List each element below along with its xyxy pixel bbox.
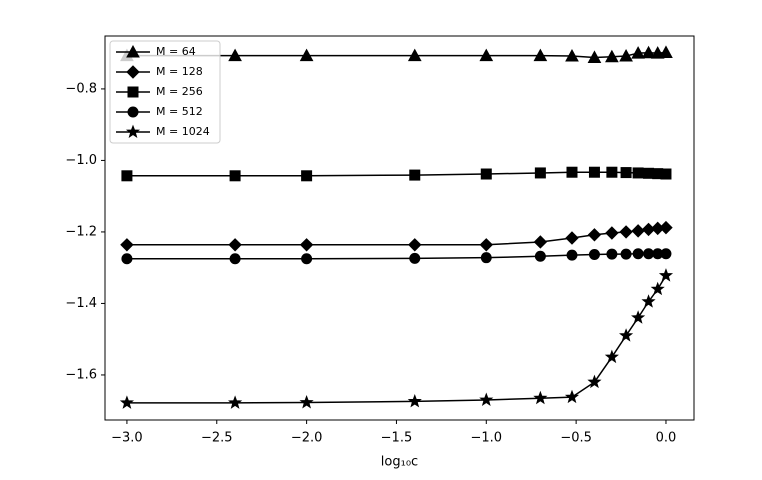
legend-marker: [125, 124, 141, 139]
marker: [660, 168, 672, 180]
marker: [565, 48, 579, 62]
marker: [660, 248, 672, 260]
marker: [534, 250, 546, 262]
marker: [619, 48, 633, 62]
x-tick-label: 0.0: [656, 431, 677, 446]
marker: [229, 170, 241, 182]
legend-marker: [126, 44, 140, 58]
x-axis-label: log₁₀c: [381, 455, 418, 470]
legend-marker: [126, 65, 140, 79]
marker: [229, 253, 241, 265]
series-line: [126, 226, 667, 246]
marker: [566, 249, 578, 261]
marker: [641, 45, 656, 59]
marker: [643, 248, 655, 260]
legend-label: M = 128: [156, 65, 203, 78]
legend-label: M = 256: [156, 85, 203, 98]
series-line: [126, 171, 667, 177]
marker: [641, 294, 656, 308]
x-tick-label: −2.5: [201, 431, 233, 446]
marker: [480, 168, 492, 180]
marker: [409, 252, 421, 264]
marker: [534, 167, 546, 179]
y-tick-label: −0.8: [65, 81, 97, 96]
marker: [299, 48, 314, 62]
marker: [631, 224, 645, 238]
marker: [228, 238, 242, 252]
marker: [631, 310, 646, 324]
legend-marker: [127, 106, 139, 118]
marker: [565, 231, 579, 245]
marker: [407, 48, 422, 62]
marker: [301, 253, 313, 265]
marker: [659, 45, 673, 58]
marker: [533, 390, 548, 405]
legend-label: M = 1024: [156, 125, 210, 138]
marker: [121, 253, 133, 265]
marker: [533, 235, 548, 249]
x-tick-label: −3.0: [111, 431, 143, 446]
marker: [301, 170, 313, 182]
marker: [605, 226, 619, 240]
marker: [658, 268, 674, 282]
legend-frame: [109, 40, 221, 144]
marker: [650, 281, 665, 296]
marker: [587, 374, 602, 389]
marker: [228, 48, 242, 62]
marker: [121, 170, 133, 182]
legend-marker: [127, 86, 139, 98]
marker: [299, 395, 314, 409]
marker: [605, 49, 619, 63]
marker: [588, 166, 600, 178]
marker: [407, 393, 422, 408]
marker: [619, 328, 634, 342]
marker: [408, 238, 422, 252]
marker: [479, 392, 494, 406]
marker: [479, 48, 494, 62]
marker: [299, 238, 314, 252]
marker: [480, 252, 492, 264]
marker: [606, 166, 618, 178]
marker: [409, 169, 421, 181]
marker: [587, 228, 602, 242]
legend: M = 64 M = 128 M = 256 M = 512 M = 1024: [109, 40, 221, 144]
marker: [119, 395, 134, 409]
marker: [587, 50, 602, 63]
marker: [120, 238, 134, 252]
x-tick-label: −2.0: [291, 431, 323, 446]
legend-label: M = 512: [156, 105, 203, 118]
legend-label: M = 64: [156, 45, 196, 58]
x-tick-label: −0.5: [560, 431, 592, 446]
plot-frame: [104, 35, 695, 421]
y-tick-label: −1.6: [65, 367, 97, 382]
marker: [564, 389, 580, 404]
marker: [533, 48, 548, 62]
y-tick-label: −1.0: [65, 153, 97, 168]
marker: [588, 248, 600, 260]
y-tick-label: −1.4: [65, 296, 97, 311]
marker: [620, 167, 632, 179]
x-tick-label: −1.5: [381, 431, 413, 446]
series-line: [126, 252, 666, 260]
y-tick-label: −1.2: [65, 224, 97, 239]
marker: [632, 248, 644, 260]
marker: [566, 166, 578, 178]
marker: [643, 167, 655, 179]
series-line: [126, 275, 667, 404]
marker: [632, 167, 644, 179]
marker: [228, 395, 243, 409]
x-tick-label: −1.0: [470, 431, 502, 446]
marker: [606, 248, 618, 260]
marker: [631, 46, 645, 59]
marker: [604, 349, 619, 364]
marker: [620, 248, 632, 260]
marker: [659, 220, 673, 235]
marker: [479, 238, 493, 252]
marker: [619, 225, 633, 239]
